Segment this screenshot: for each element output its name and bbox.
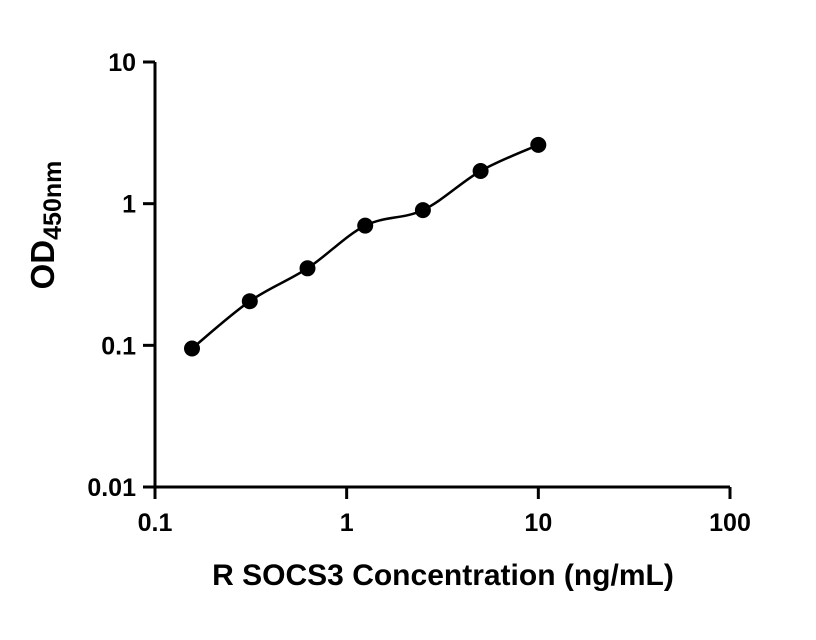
data-point — [530, 136, 547, 153]
data-point — [241, 293, 258, 310]
data-point — [357, 217, 374, 234]
y-axis-title-main: OD — [24, 240, 61, 290]
axes — [153, 62, 730, 489]
data-point — [472, 163, 489, 179]
y-tick-label: 1 — [122, 191, 136, 219]
data-point — [184, 340, 200, 357]
x-tick-label: 1 — [340, 509, 354, 537]
y-axis-title: OD450nm — [24, 161, 67, 290]
y-tick-label: 0.1 — [101, 332, 136, 360]
y-tick-label: 10 — [108, 49, 136, 77]
x-axis-title: R SOCS3 Concentration (ng/mL) — [212, 559, 674, 592]
x-tick-label: 10 — [524, 509, 552, 537]
x-tick-label: 0.1 — [138, 509, 173, 537]
y-tick-label: 0.01 — [87, 474, 136, 502]
data-point — [299, 260, 316, 277]
y-axis-title-subscript: 450nm — [39, 161, 67, 240]
data-point — [414, 202, 431, 219]
x-tick-label: 100 — [709, 509, 751, 537]
